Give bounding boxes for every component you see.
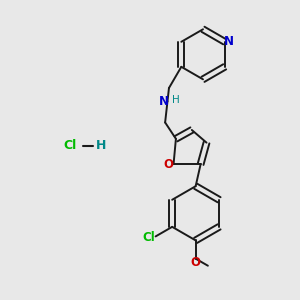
Text: H: H: [96, 139, 106, 152]
Text: N: N: [224, 35, 233, 48]
Text: H: H: [172, 95, 180, 105]
Text: O: O: [190, 256, 201, 269]
Text: O: O: [163, 158, 173, 171]
Text: Cl: Cl: [143, 230, 155, 244]
Text: N: N: [159, 95, 169, 108]
Text: Cl: Cl: [64, 139, 77, 152]
